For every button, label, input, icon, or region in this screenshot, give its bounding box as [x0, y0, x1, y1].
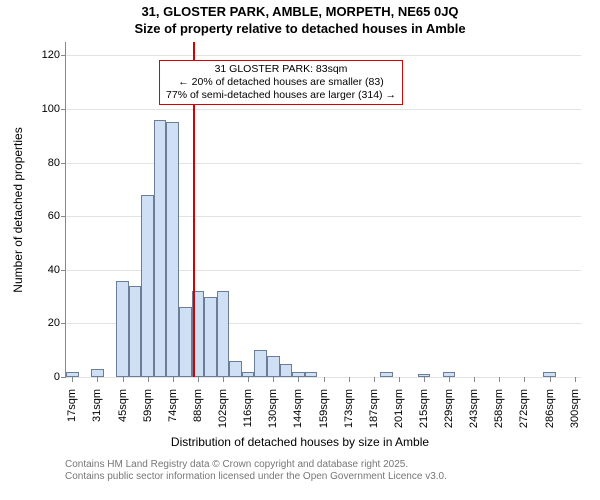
- annotation-line2: ← 20% of detached houses are smaller (83…: [166, 76, 396, 89]
- histogram-bar: [380, 372, 393, 377]
- annotation-line1: 31 GLOSTER PARK: 83sqm: [166, 63, 396, 76]
- x-tick-label: 17sqm: [66, 389, 78, 422]
- x-tick-label: 144sqm: [292, 389, 304, 428]
- x-tick-label: 45sqm: [117, 389, 129, 422]
- histogram-bar: [204, 297, 217, 377]
- x-tick-mark: [248, 377, 249, 382]
- histogram-bar: [116, 281, 129, 377]
- x-tick-label: 187sqm: [368, 389, 380, 428]
- y-tick-label: 40: [48, 264, 60, 276]
- y-axis-label: Number of detached properties: [11, 127, 25, 292]
- y-tick-label: 80: [48, 157, 60, 169]
- footer-line2: Contains public sector information licen…: [65, 471, 447, 483]
- x-tick-mark: [324, 377, 325, 382]
- x-tick-mark: [424, 377, 425, 382]
- histogram-bar: [267, 356, 280, 377]
- y-tick-mark: [61, 323, 66, 324]
- y-tick-mark: [61, 377, 66, 378]
- x-tick-mark: [298, 377, 299, 382]
- x-tick-label: 286sqm: [544, 389, 556, 428]
- histogram-bar: [280, 364, 293, 377]
- histogram-bar: [91, 369, 104, 377]
- footer-line1: Contains HM Land Registry data © Crown c…: [65, 459, 447, 471]
- x-tick-mark: [550, 377, 551, 382]
- x-tick-label: 59sqm: [142, 389, 154, 422]
- x-tick-label: 215sqm: [418, 389, 430, 428]
- chart-title-line2: Size of property relative to detached ho…: [0, 21, 600, 36]
- x-tick-mark: [449, 377, 450, 382]
- y-tick-mark: [61, 55, 66, 56]
- x-tick-label: 229sqm: [443, 389, 455, 428]
- x-tick-mark: [474, 377, 475, 382]
- histogram-bar: [141, 195, 154, 377]
- y-tick-mark: [61, 163, 66, 164]
- x-tick-mark: [123, 377, 124, 382]
- x-tick-mark: [399, 377, 400, 382]
- x-tick-label: 173sqm: [343, 389, 355, 428]
- gridline: [66, 109, 581, 110]
- x-tick-mark: [223, 377, 224, 382]
- histogram-bar: [254, 350, 267, 377]
- x-axis-label: Distribution of detached houses by size …: [0, 435, 600, 449]
- x-tick-mark: [374, 377, 375, 382]
- x-tick-label: 272sqm: [518, 389, 530, 428]
- histogram-bar: [229, 361, 242, 377]
- histogram-bar: [154, 120, 167, 377]
- x-tick-label: 300sqm: [569, 389, 581, 428]
- y-tick-label: 60: [48, 210, 60, 222]
- x-tick-label: 258sqm: [493, 389, 505, 428]
- histogram-bar: [166, 122, 179, 377]
- y-tick-label: 0: [54, 371, 60, 383]
- footer-attribution: Contains HM Land Registry data © Crown c…: [65, 459, 447, 483]
- plot-area: 02040608010012017sqm31sqm45sqm59sqm74sqm…: [65, 42, 581, 378]
- x-tick-label: 130sqm: [267, 389, 279, 428]
- x-tick-mark: [198, 377, 199, 382]
- histogram-bar: [129, 286, 142, 377]
- x-tick-mark: [349, 377, 350, 382]
- x-tick-label: 159sqm: [318, 389, 330, 428]
- gridline: [66, 163, 581, 164]
- x-tick-mark: [148, 377, 149, 382]
- histogram-bar: [217, 291, 230, 377]
- histogram-chart: 31, GLOSTER PARK, AMBLE, MORPETH, NE65 0…: [0, 0, 600, 500]
- x-tick-label: 31sqm: [91, 389, 103, 422]
- x-tick-mark: [273, 377, 274, 382]
- chart-title-line1: 31, GLOSTER PARK, AMBLE, MORPETH, NE65 0…: [0, 4, 600, 19]
- x-tick-mark: [72, 377, 73, 382]
- y-tick-label: 20: [48, 317, 60, 329]
- y-tick-mark: [61, 109, 66, 110]
- x-tick-mark: [173, 377, 174, 382]
- x-tick-label: 102sqm: [217, 389, 229, 428]
- x-tick-mark: [97, 377, 98, 382]
- x-tick-label: 88sqm: [192, 389, 204, 422]
- x-tick-mark: [524, 377, 525, 382]
- annotation-line3: 77% of semi-detached houses are larger (…: [166, 89, 396, 102]
- x-tick-mark: [499, 377, 500, 382]
- histogram-bar: [179, 307, 192, 377]
- annotation-box: 31 GLOSTER PARK: 83sqm← 20% of detached …: [159, 60, 403, 105]
- y-tick-mark: [61, 216, 66, 217]
- x-tick-label: 243sqm: [468, 389, 480, 428]
- y-tick-mark: [61, 270, 66, 271]
- x-tick-mark: [575, 377, 576, 382]
- histogram-bar: [305, 372, 318, 377]
- gridline: [66, 55, 581, 56]
- y-tick-label: 100: [42, 103, 60, 115]
- x-tick-label: 201sqm: [393, 389, 405, 428]
- x-tick-label: 74sqm: [167, 389, 179, 422]
- x-tick-label: 116sqm: [242, 389, 254, 427]
- y-tick-label: 120: [42, 49, 60, 61]
